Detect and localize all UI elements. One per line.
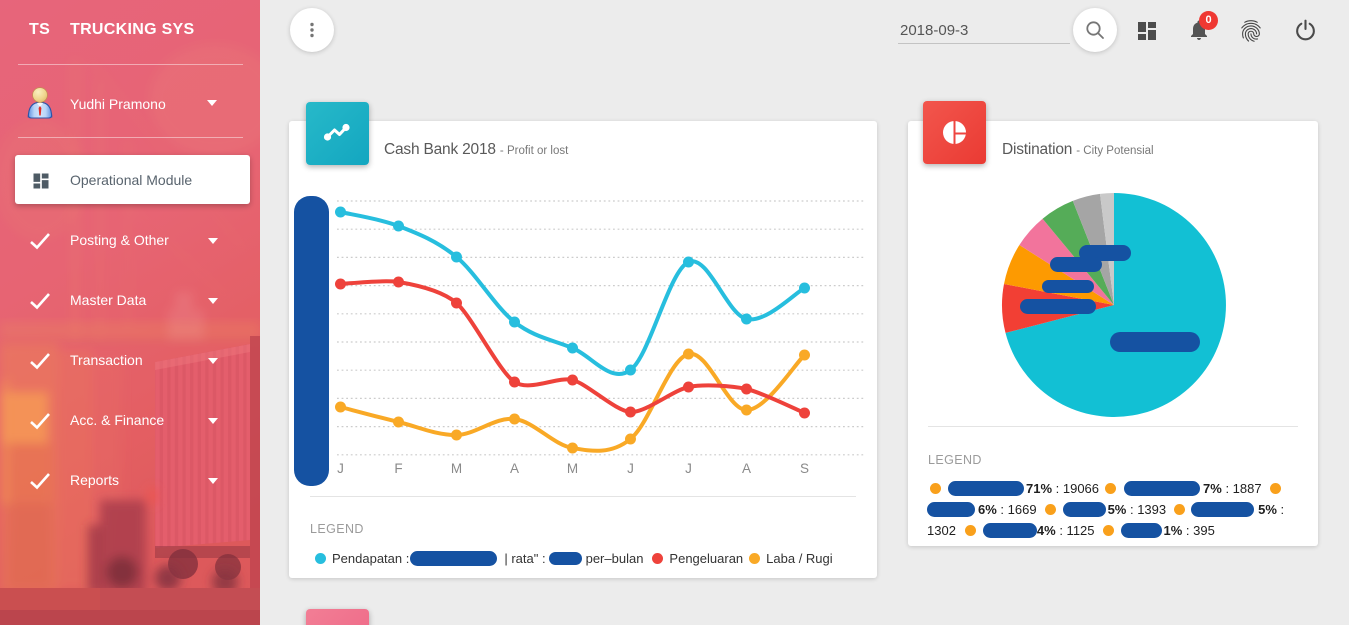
svg-text:J: J: [685, 461, 692, 476]
svg-text:A: A: [510, 461, 519, 476]
svg-text:M: M: [567, 461, 578, 476]
svg-text:J: J: [627, 461, 634, 476]
svg-text:F: F: [394, 461, 402, 476]
svg-text:S: S: [800, 461, 809, 476]
svg-text:J: J: [337, 461, 344, 476]
svg-text:A: A: [742, 461, 751, 476]
svg-text:M: M: [451, 461, 462, 476]
